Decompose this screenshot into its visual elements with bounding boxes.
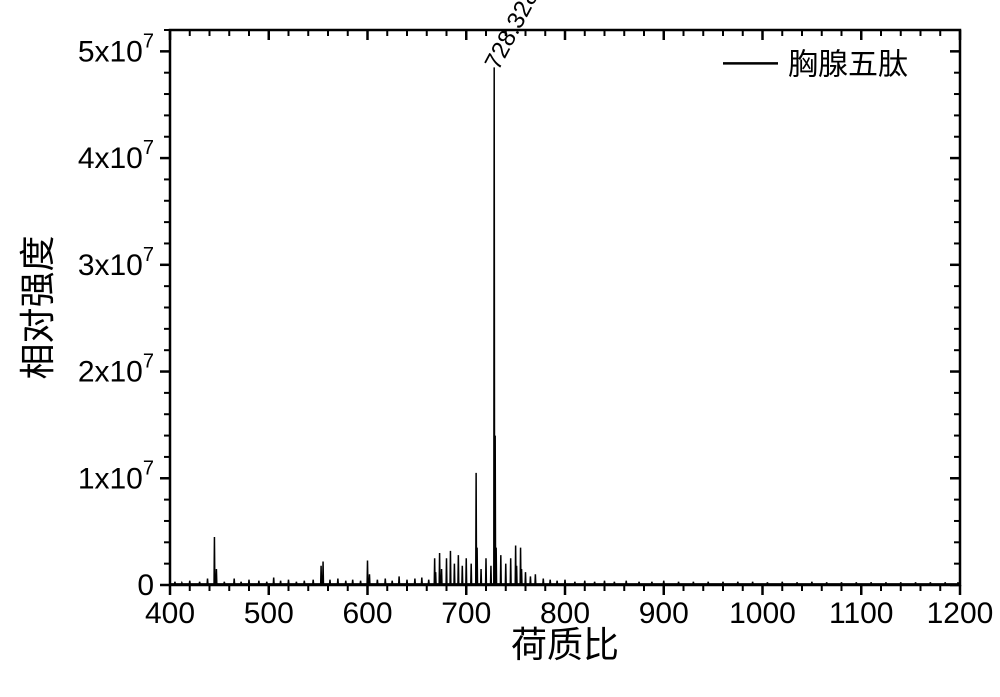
y-tick-label: 2x107 [78, 351, 154, 389]
x-tick-label: 1000 [729, 597, 796, 630]
y-axis-label: 相对强度 [17, 235, 58, 379]
plot-frame [170, 30, 960, 585]
y-tick-label: 1x107 [78, 457, 154, 495]
peak-annotation: 728.32860 [480, 0, 557, 74]
spectrum-trace [170, 67, 960, 584]
x-tick-label: 700 [441, 597, 491, 630]
x-tick-label: 1100 [829, 597, 894, 630]
x-tick-label: 500 [244, 597, 294, 630]
x-tick-label: 600 [342, 597, 392, 630]
mass-spectrum-chart: 40050060070080090010001100120001x1072x10… [0, 0, 1000, 697]
x-tick-label: 900 [639, 597, 689, 630]
legend-label: 胸腺五肽 [788, 48, 908, 81]
y-tick-label: 0 [137, 569, 154, 602]
x-tick-label: 1200 [927, 597, 994, 630]
chart-container: 40050060070080090010001100120001x1072x10… [0, 0, 1000, 697]
y-tick-label: 3x107 [78, 244, 154, 282]
y-tick-label: 5x107 [78, 30, 154, 68]
y-tick-label: 4x107 [78, 137, 154, 175]
x-axis-label: 荷质比 [511, 624, 619, 665]
